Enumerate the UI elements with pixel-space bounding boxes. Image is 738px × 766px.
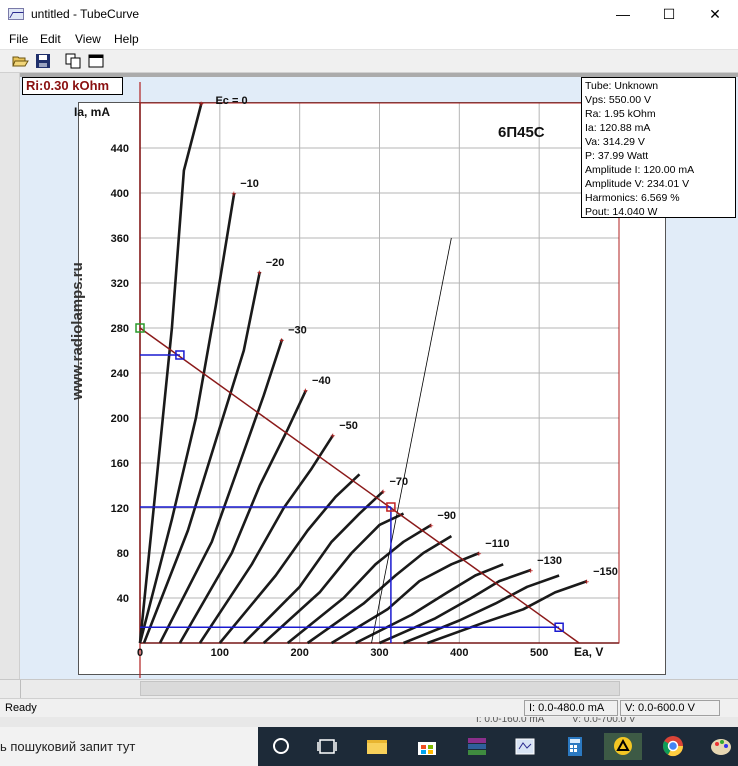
scroll-thumb[interactable] [140,681,620,696]
search-placeholder: ь пошуковий запит тут [0,739,136,754]
info-panel: Tube: Unknown Vps: 550.00 V Ra: 1.95 kOh… [581,77,736,218]
status-current-range: I: 0.0-480.0 mA [524,700,618,716]
file-explorer-icon[interactable] [360,733,394,760]
cortana-icon[interactable] [264,733,298,760]
info-power: P: 37.99 Watt [585,150,649,162]
close-button[interactable]: ✕ [709,6,721,22]
winrar-icon[interactable] [460,733,494,760]
menu-view[interactable]: View [75,32,101,46]
info-ra: Ra: 1.95 kOhm [585,108,656,120]
status-bar: Ready I: 0.0-480.0 mA V: 0.0-600.0 V [0,698,738,717]
triangle-app-icon[interactable] [604,733,642,760]
horizontal-scrollbar[interactable] [0,679,738,698]
info-vps: Vps: 550.00 V [585,94,651,106]
maximize-button[interactable]: ☐ [662,6,676,22]
plot-paper [78,102,666,675]
background-voltage-range: V: 0.0-700.0 V [572,717,636,725]
ri-label: Ri:0.30 kOhm [22,77,123,95]
chrome-icon[interactable] [656,733,690,760]
window-title: untitled - TubeCurve [31,7,140,21]
background-current-range: I: 0.0-160.0 mA [476,717,545,725]
menu-bar: File Edit View Help [0,29,738,49]
menu-file[interactable]: File [9,32,29,46]
minimize-button[interactable]: — [616,6,630,22]
vertical-scrollbar[interactable] [0,73,20,679]
toolbar [0,49,738,73]
paint-icon[interactable] [704,733,738,760]
background-window: I: 0.0-160.0 mA V: 0.0-700.0 V [0,717,738,727]
menu-edit[interactable]: Edit [40,32,61,46]
scroll-divider [20,680,21,698]
calculator-icon[interactable] [558,733,592,760]
status-ready: Ready [5,702,37,714]
info-pout: Pout: 14.040 W [585,206,658,218]
app-icon [8,8,24,20]
info-va: Va: 314.29 V [585,136,645,148]
status-voltage-range: V: 0.0-600.0 V [620,700,720,716]
open-icon[interactable] [12,53,29,69]
save-icon[interactable] [35,53,52,69]
info-tube: Tube: Unknown [585,80,659,92]
window-icon[interactable] [88,53,105,69]
app-icon-taskbar[interactable] [508,733,542,760]
taskbar: ь пошуковий запит тут [0,727,738,766]
store-icon[interactable] [410,733,444,760]
copy-icon[interactable] [65,53,82,69]
info-harmonics: Harmonics: 6.569 % [585,192,680,204]
info-amplitude-i: Amplitude I: 120.00 mA [585,164,695,176]
info-ia: Ia: 120.88 mA [585,122,651,134]
taskbar-search[interactable]: ь пошуковий запит тут [0,727,258,766]
menu-help[interactable]: Help [114,32,139,46]
title-bar: untitled - TubeCurve — ☐ ✕ [0,0,738,29]
task-view-icon[interactable] [310,733,344,760]
info-amplitude-v: Amplitude V: 234.01 V [585,178,690,190]
